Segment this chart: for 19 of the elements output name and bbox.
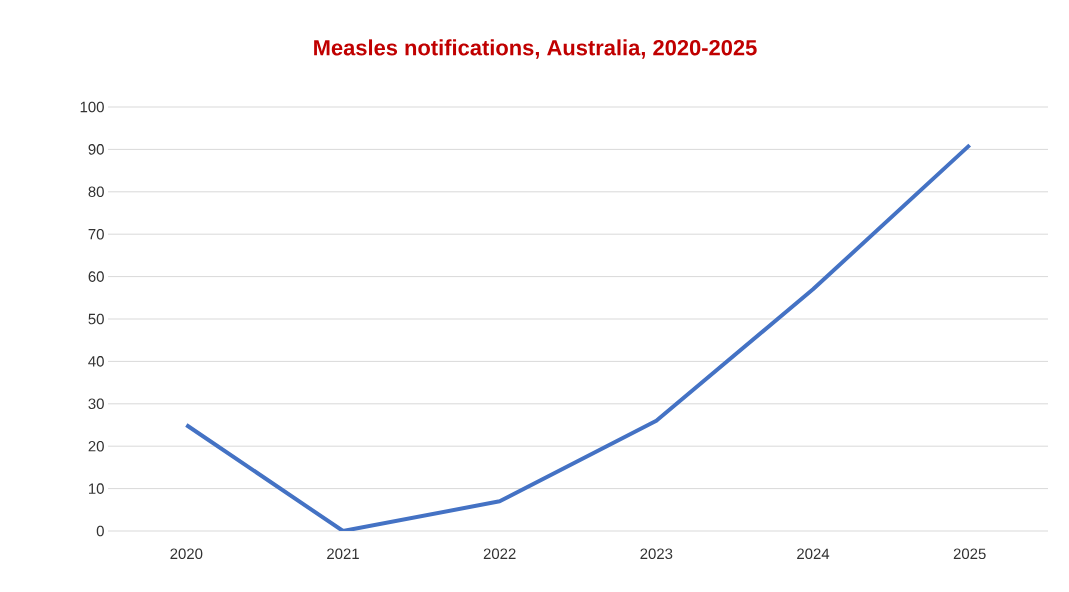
x-tick-label: 2022	[483, 548, 516, 560]
x-tick-label: 2020	[170, 548, 203, 560]
y-tick-label: 10	[89, 483, 104, 494]
x-tick-label: 2024	[797, 548, 830, 560]
y-tick-label: 90	[88, 144, 104, 155]
x-tick-label: 2023	[640, 548, 673, 560]
y-tick-label: 70	[88, 228, 104, 240]
y-tick-label: 40	[88, 356, 104, 367]
y-tick-label: 30	[88, 398, 104, 410]
x-tick-label: 2021	[327, 548, 359, 560]
line-series	[184, 143, 972, 531]
x-tick-label: 2025	[953, 548, 986, 560]
y-tick-label: 50	[88, 313, 104, 325]
y-tick-label: 0	[96, 525, 104, 537]
chart-title: Measles notifications, Australia, 2020-2025	[314, 39, 757, 59]
y-tick-label: 100	[80, 101, 104, 113]
y-tick-label: 80	[88, 186, 104, 198]
y-tick-label: 20	[88, 440, 104, 452]
y-tick-label: 60	[88, 271, 104, 282]
